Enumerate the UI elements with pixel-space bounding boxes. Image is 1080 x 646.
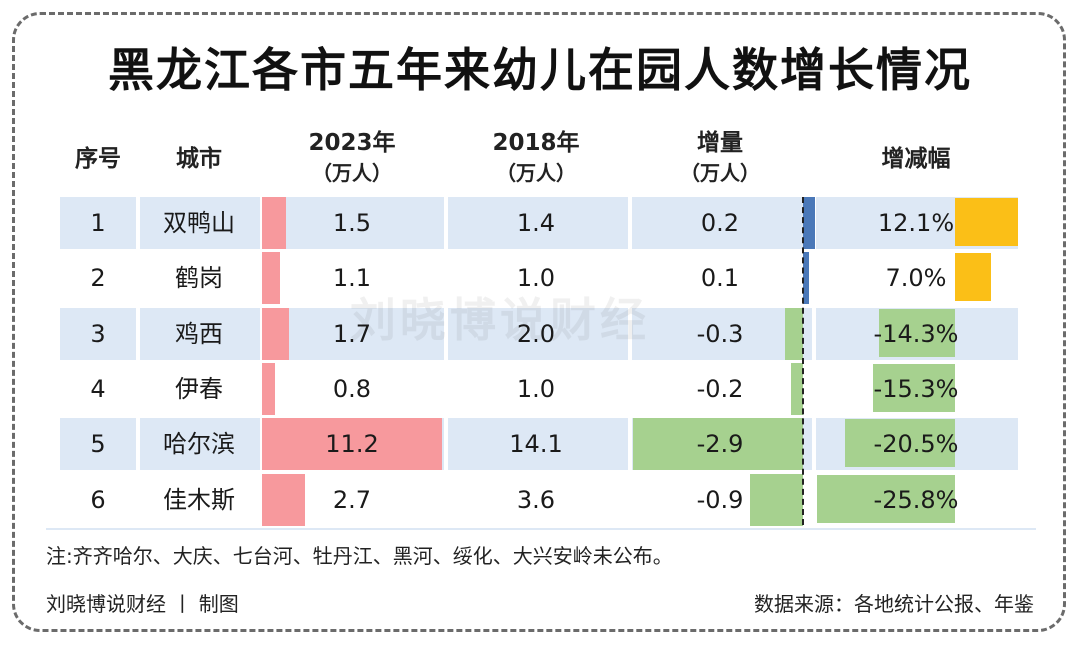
column-separator: [812, 308, 816, 360]
bar-change: [750, 474, 803, 526]
header-change-label: 增量: [697, 130, 743, 156]
cell-rate: -15.3%: [873, 375, 959, 403]
cell-city: 鸡西: [175, 320, 223, 348]
cell-index: 5: [90, 430, 106, 458]
cell-change: -2.9: [696, 430, 744, 458]
bar-rate: [955, 253, 992, 301]
bar-change: [785, 308, 803, 360]
cell-change: 0.2: [700, 209, 740, 237]
column-separator: [136, 197, 140, 249]
bar-2023: [262, 252, 280, 304]
cell-rate: -14.3%: [873, 320, 959, 348]
header-index: 序号: [75, 146, 121, 172]
column-separator: [628, 418, 632, 470]
cell-y2018: 1.0: [516, 375, 556, 403]
bar-rate: [817, 475, 955, 523]
cell-y2018: 1.4: [516, 209, 556, 237]
cell-city: 双鸭山: [163, 209, 235, 237]
chart-title: 黑龙江各市五年来幼儿在园人数增长情况: [108, 43, 972, 97]
bar-change: [633, 418, 803, 470]
cell-index: 4: [90, 375, 106, 403]
bar-2023: [262, 363, 275, 415]
cell-y2023: 2.7: [332, 486, 372, 514]
footnote: 注:齐齐哈尔、大庆、七台河、牡丹江、黑河、绥化、大兴安岭未公布。: [46, 544, 673, 568]
cell-index: 1: [90, 209, 106, 237]
cell-change: 0.1: [700, 264, 740, 292]
cell-change: -0.3: [696, 320, 744, 348]
cell-y2023: 1.7: [332, 320, 372, 348]
cell-index: 6: [90, 486, 106, 514]
cell-city: 佳木斯: [163, 486, 235, 514]
cell-y2023: 11.2: [325, 430, 379, 458]
cell-y2018: 1.0: [516, 264, 556, 292]
credit: 刘晓博说财经 丨 制图: [46, 592, 239, 616]
table-bottom-line: [46, 528, 1036, 530]
cell-rate: -25.8%: [873, 486, 959, 514]
header-2018-unit: （万人）: [496, 161, 576, 185]
change-zero-axis: [802, 197, 804, 525]
cell-index: 3: [90, 320, 106, 348]
cell-index: 2: [90, 264, 106, 292]
header-change: 增量 （万人）: [630, 128, 810, 188]
cell-rate: 12.1%: [877, 209, 955, 237]
cell-change: -0.2: [696, 375, 744, 403]
cell-rate: -20.5%: [873, 430, 959, 458]
bar-2023: [262, 474, 306, 526]
header-change-unit: （万人）: [680, 161, 760, 185]
bar-2023: [262, 197, 287, 249]
chart-frame: [12, 12, 1066, 632]
bar-2023: [262, 308, 290, 360]
cell-city: 伊春: [175, 375, 223, 403]
column-separator: [136, 418, 140, 470]
column-separator: [136, 308, 140, 360]
header-2018-label: 2018年: [492, 130, 580, 156]
row-stripe: [60, 197, 1018, 249]
header-2023: 2023年 （万人）: [262, 128, 442, 188]
cell-change: -0.9: [696, 486, 744, 514]
bar-change: [791, 363, 803, 415]
cell-rate: 7.0%: [885, 264, 947, 292]
bar-rate: [845, 419, 955, 467]
bar-rate: [955, 198, 1018, 246]
header-city: 城市: [176, 146, 222, 172]
cell-y2023: 1.5: [332, 209, 372, 237]
column-separator: [628, 308, 632, 360]
cell-y2023: 0.8: [332, 375, 372, 403]
column-separator: [628, 197, 632, 249]
header-2023-unit: （万人）: [312, 161, 392, 185]
bar-rate: [873, 364, 955, 412]
cell-y2023: 1.1: [332, 264, 372, 292]
bar-2023: [262, 418, 442, 470]
column-separator: [444, 308, 448, 360]
cell-y2018: 3.6: [516, 486, 556, 514]
bar-change: [803, 197, 815, 249]
cell-city: 哈尔滨: [163, 430, 235, 458]
column-separator: [812, 418, 816, 470]
header-2018: 2018年 （万人）: [446, 128, 626, 188]
cell-y2018: 2.0: [516, 320, 556, 348]
header-rate: 增减幅: [881, 146, 951, 172]
bar-change: [803, 252, 809, 304]
cell-y2018: 14.1: [509, 430, 563, 458]
column-separator: [444, 197, 448, 249]
row-stripe: [60, 308, 1018, 360]
bar-rate: [878, 309, 955, 357]
column-separator: [444, 418, 448, 470]
cell-city: 鹤岗: [175, 264, 223, 292]
header-2023-label: 2023年: [308, 130, 396, 156]
source: 数据来源：各地统计公报、年鉴: [754, 592, 1034, 616]
